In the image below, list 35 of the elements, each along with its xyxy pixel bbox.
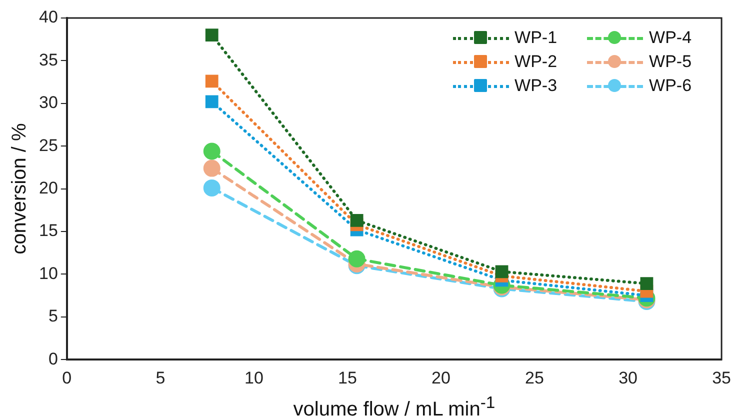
x-tick-label: 10 — [244, 368, 264, 388]
point — [203, 160, 220, 177]
point — [205, 95, 218, 108]
legend-label: WP-2 — [514, 52, 558, 72]
legend-label: WP-1 — [514, 28, 558, 48]
legend-label: WP-3 — [514, 76, 558, 96]
x-tick-label: 25 — [525, 368, 544, 388]
x-tick-label: 0 — [62, 368, 72, 388]
y-tick-label: 20 — [38, 178, 58, 198]
y-tick-label: 35 — [38, 50, 58, 70]
x-axis-title: volume flow / mL min$^{-1}$ — [292, 393, 496, 419]
y-tick-label: 5 — [48, 306, 58, 326]
point — [203, 142, 220, 160]
point — [348, 250, 366, 268]
x-tick-label: 5 — [156, 368, 166, 388]
point — [350, 214, 364, 227]
x-tick-label: 15 — [338, 368, 357, 388]
x-tick-label: 30 — [618, 368, 638, 388]
y-axis-title: conversion / % — [8, 122, 31, 254]
y-tick-label: 30 — [38, 93, 58, 112]
y-tick-label: 10 — [38, 264, 58, 283]
point — [203, 179, 220, 196]
x-tick-label: 20 — [432, 368, 450, 388]
point — [495, 265, 508, 278]
y-tick-label: 40 — [38, 8, 58, 27]
y-tick-label: 25 — [38, 136, 58, 155]
point — [205, 28, 218, 42]
x-tick-label: 35 — [712, 368, 732, 388]
point — [640, 277, 654, 290]
y-tick-label: 0 — [48, 349, 58, 368]
legend-label: WP-5 — [649, 52, 692, 72]
point — [205, 74, 218, 88]
legend-label: WP-6 — [649, 76, 692, 96]
y-tick-label: 15 — [38, 221, 58, 240]
legend-label: WP-4 — [649, 28, 692, 48]
